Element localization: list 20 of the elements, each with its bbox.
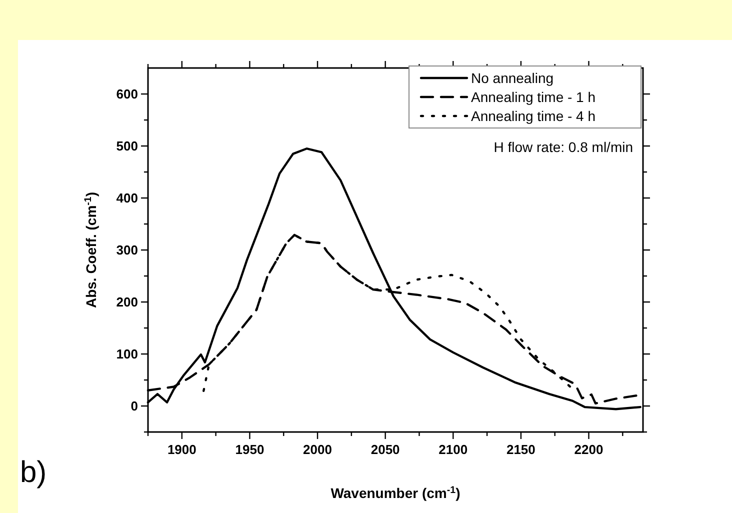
x-tick-label: 2000 (303, 442, 332, 457)
y-tick-label: 600 (116, 86, 138, 102)
y-tick-label: 300 (116, 242, 138, 258)
x-tick-label: 2150 (506, 442, 536, 457)
annotation: H flow rate: 0.8 ml/min (494, 139, 633, 155)
x-tick-label: 1900 (167, 442, 196, 457)
x-tick-label: 1950 (235, 442, 264, 457)
y-tick-label: 200 (116, 294, 138, 310)
legend-label: No annealing (471, 70, 554, 86)
y-tick-label: 0 (130, 398, 138, 414)
x-tick-label: 2100 (438, 442, 468, 457)
x-tick-label: 2200 (574, 442, 604, 457)
y-tick-label: 500 (116, 138, 138, 154)
legend-label: Annealing time - 4 h (471, 108, 596, 124)
y-tick-label: 400 (116, 190, 138, 206)
legend-label: Annealing time - 1 h (471, 89, 596, 105)
x-axis-title: Wavenumber (cm$^{-1}$) (330, 484, 460, 501)
text: b) (20, 456, 47, 489)
x-tick-label: 2050 (370, 442, 400, 457)
y-tick-label: 100 (116, 346, 138, 362)
